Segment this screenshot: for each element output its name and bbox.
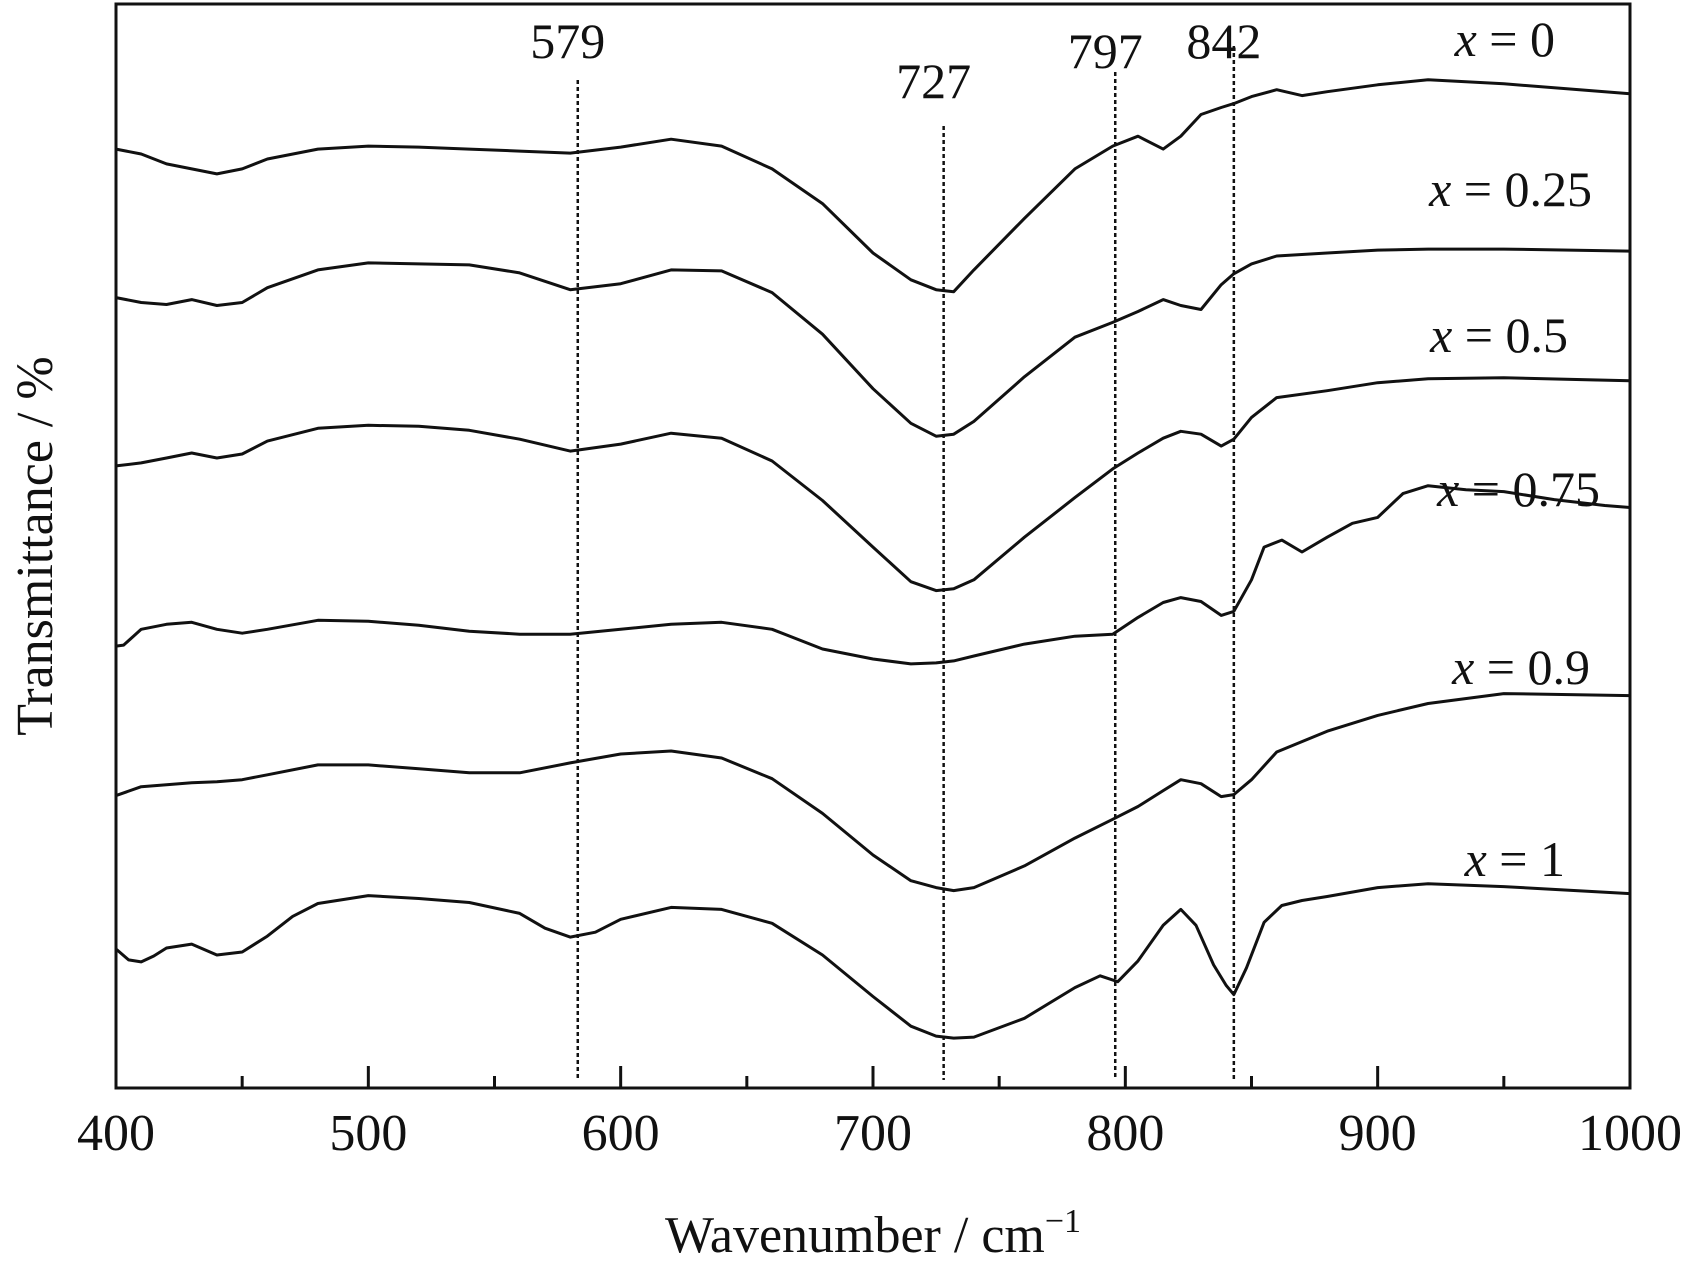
x-axis-title-text: Wavenumber / cm <box>665 1207 1045 1264</box>
x-tick-label: 900 <box>1339 1105 1417 1162</box>
series-curve <box>115 376 1631 593</box>
x-axis-title: Wavenumber / cm−1 <box>665 1203 1081 1264</box>
series-label: x = 0 <box>1454 11 1555 67</box>
x-tick-label: 500 <box>329 1105 407 1162</box>
x-axis-title-superscript: −1 <box>1045 1203 1081 1240</box>
series-label-variable: x <box>1464 831 1487 887</box>
series-label-variable: x <box>1451 639 1474 695</box>
series-label-value: = 1 <box>1487 831 1565 887</box>
series-label-layer: x = 0x = 0.25x = 0.5x = 0.75x = 0.9x = 1 <box>1428 11 1600 887</box>
series-label: x = 1 <box>1464 831 1565 887</box>
x-tick-label: 600 <box>582 1105 660 1162</box>
series-curve <box>115 692 1631 893</box>
x-tick-label: 400 <box>77 1105 155 1162</box>
series-layer <box>115 78 1631 1040</box>
x-axis-ticks: 400 500 600 700 800 900 1000 <box>77 1066 1682 1162</box>
x-tick-label: 800 <box>1086 1105 1164 1162</box>
series-label: x = 0.5 <box>1429 307 1568 363</box>
series-curve <box>115 882 1631 1040</box>
series-label-variable: x <box>1429 307 1452 363</box>
series-curve <box>115 78 1631 294</box>
peak-marker-label: 797 <box>1068 23 1143 79</box>
peak-marker-label: 842 <box>1186 13 1261 69</box>
peak-marker-label: 727 <box>896 53 971 109</box>
series-label: x = 0.9 <box>1451 639 1590 695</box>
series-label-variable: x <box>1428 161 1451 217</box>
y-axis-title: Transmittance / % <box>7 356 64 735</box>
series-curve <box>115 484 1631 666</box>
series-label-value: = 0.5 <box>1452 307 1568 363</box>
series-label-value: = 0.9 <box>1474 639 1590 695</box>
series-label-value: = 0.75 <box>1459 461 1600 517</box>
series-label: x = 0.25 <box>1428 161 1592 217</box>
x-tick-label: 1000 <box>1578 1105 1682 1162</box>
series-label-variable: x <box>1436 461 1459 517</box>
series-label-value: = 0.25 <box>1451 161 1592 217</box>
series-curve <box>115 247 1631 438</box>
x-tick-label: 700 <box>834 1105 912 1162</box>
series-label: x = 0.75 <box>1436 461 1600 517</box>
series-label-variable: x <box>1454 11 1477 67</box>
peak-marker-label: 579 <box>530 13 605 69</box>
series-label-value: = 0 <box>1477 11 1555 67</box>
peak-marker-layer: 579 727 797 842 <box>530 13 1261 1080</box>
